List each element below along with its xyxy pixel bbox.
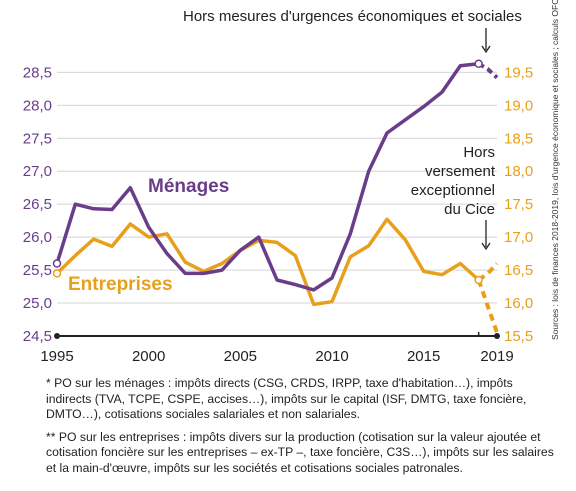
x-tick-label: 2019 — [480, 348, 513, 365]
left-tick-label: 24,5 — [23, 328, 52, 345]
right-tick-label: 19,5 — [504, 64, 533, 81]
annotation-right-1: Hors — [463, 144, 495, 161]
right-tick-label: 18,0 — [504, 163, 533, 180]
right-tick-label: 15,5 — [504, 328, 533, 345]
annotation-arrowhead-right — [481, 242, 491, 251]
menages-end-marker — [474, 59, 483, 69]
series-layer — [52, 59, 499, 334]
left-tick-label: 28,5 — [23, 64, 52, 81]
label-layer: 1995 2000 2005 2010 2015 2019 24,5 25,0 25,5 26,0… — [23, 28, 533, 365]
footnotes: * PO sur les ménages : impôts directs (C… — [46, 376, 561, 483]
series-line-menages — [55, 62, 479, 292]
right-tick-label: 16,5 — [504, 262, 533, 279]
annotation-top: Hors mesures d'urgences économiques et s… — [183, 8, 522, 25]
annotation-right-3: exceptionnel — [411, 182, 495, 199]
right-tick-label: 16,0 — [504, 295, 533, 312]
left-tick-label: 27,0 — [23, 163, 52, 180]
entreprises-start-marker — [52, 269, 62, 278]
left-tick-label: 26,0 — [23, 229, 52, 246]
left-tick-label: 25,5 — [23, 262, 52, 279]
left-tick-label: 25,0 — [23, 295, 52, 312]
left-tick-label: 28,0 — [23, 97, 52, 114]
annotation-right-2: versement — [425, 163, 496, 180]
left-tick-label: 27,5 — [23, 130, 52, 147]
axis-layer — [54, 332, 500, 339]
series-line-entreprises — [55, 217, 480, 307]
series-label-entreprises: Entreprises — [68, 274, 173, 295]
series-dashed-entreprises-versement — [476, 279, 499, 334]
annotation-right-4: du Cice — [444, 201, 495, 218]
annotation-arrowhead-top — [481, 45, 491, 54]
entreprises-end-marker — [474, 275, 483, 285]
right-tick-label: 19,0 — [504, 97, 533, 114]
x-tick-label: 2000 — [132, 348, 165, 365]
right-tick-label: 18,5 — [504, 130, 533, 147]
source-note: Sources : lois de finances 2018-2019, lo… — [550, 0, 560, 340]
x-tick-label: 2015 — [407, 348, 440, 365]
left-tick-label: 26,5 — [23, 196, 52, 213]
x-tick-label: 1995 — [40, 348, 73, 365]
footnote-entreprises: ** PO sur les entreprises : impôts diver… — [46, 429, 554, 475]
footnote-menages: * PO sur les ménages : impôts directs (C… — [46, 376, 527, 421]
chart-svg: 1995 2000 2005 2010 2015 2019 24,5 25,0 25,5 26,0… — [23, 0, 560, 365]
grid-layer — [57, 71, 497, 304]
x-tick-label: 2005 — [224, 348, 257, 365]
right-tick-label: 17,5 — [504, 196, 533, 213]
x-tick-label: 2010 — [315, 348, 348, 365]
menages-start-marker — [52, 259, 62, 268]
right-tick-label: 17,0 — [504, 229, 533, 246]
x-axis-dot-right — [494, 333, 500, 339]
x-axis-dot-left — [54, 333, 60, 339]
series-label-menages: Ménages — [148, 176, 229, 197]
